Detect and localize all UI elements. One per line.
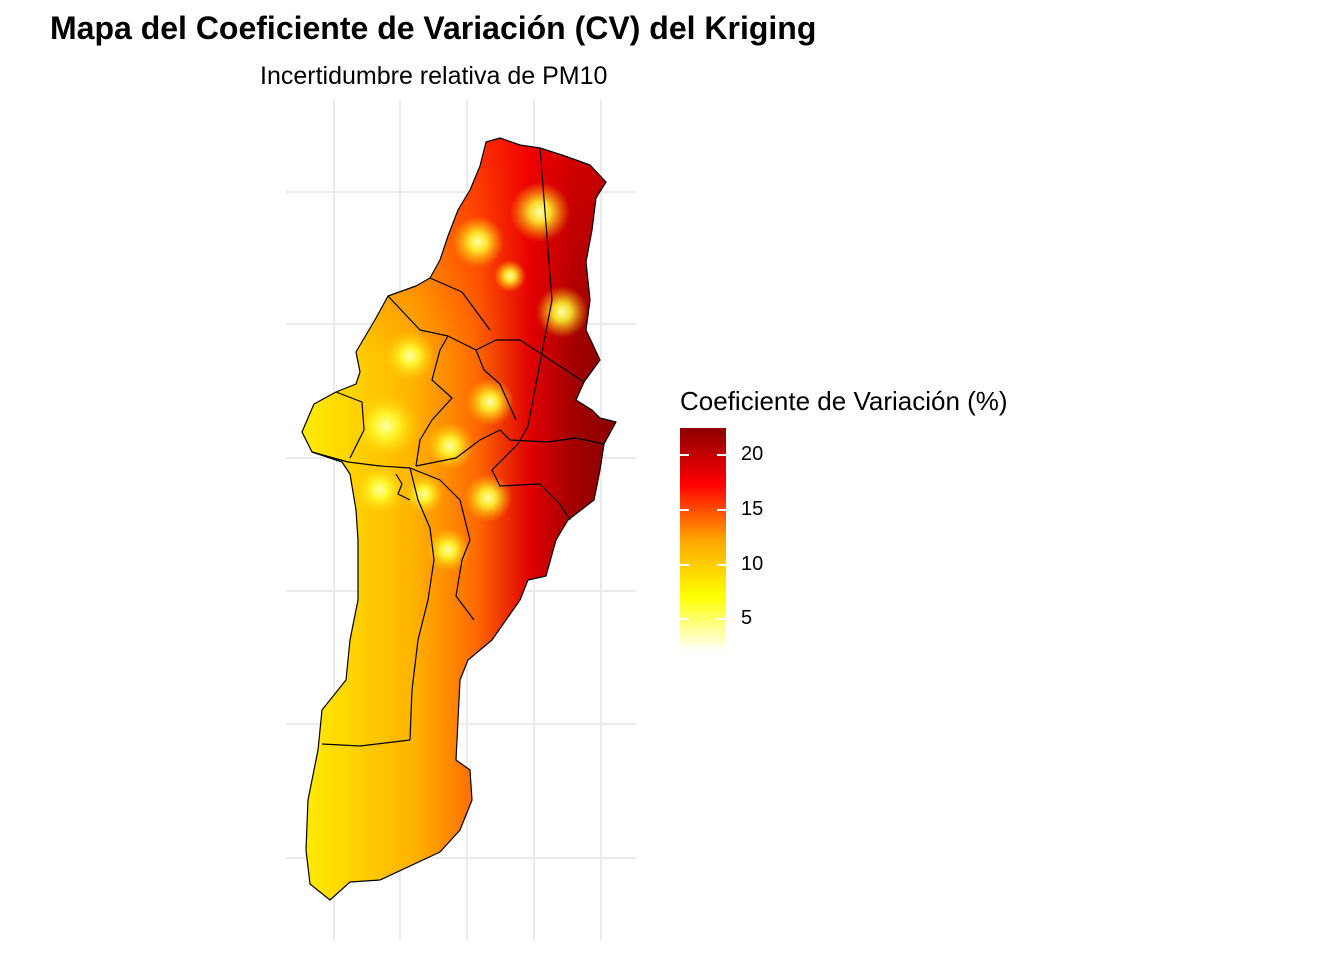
station-hotspot xyxy=(384,330,436,382)
station-hotspot xyxy=(352,392,420,460)
station-hotspot xyxy=(354,464,406,516)
legend-tick-label: 20 xyxy=(741,443,764,466)
legend-title: Coeficiente de Variación (%) xyxy=(680,386,1008,416)
station-hotspot xyxy=(464,474,512,522)
station-hotspot xyxy=(536,286,588,338)
station-hotspot xyxy=(466,378,514,426)
chart-title: Mapa del Coeficiente de Variación (CV) d… xyxy=(50,10,817,46)
legend-tick-label: 10 xyxy=(741,552,764,575)
station-hotspot xyxy=(426,528,470,572)
station-hotspot xyxy=(494,260,526,292)
legend-tick-label: 5 xyxy=(741,607,753,630)
station-hotspot xyxy=(426,422,474,470)
station-hotspot xyxy=(452,216,504,268)
legend-colorbar xyxy=(680,428,726,652)
station-hotspot xyxy=(510,182,570,242)
legend-tick-label: 15 xyxy=(741,497,764,520)
locality-boundaries xyxy=(301,137,617,901)
station-hotspot xyxy=(404,474,444,514)
chart-subtitle: Incertidumbre relativa de PM10 xyxy=(260,62,608,90)
